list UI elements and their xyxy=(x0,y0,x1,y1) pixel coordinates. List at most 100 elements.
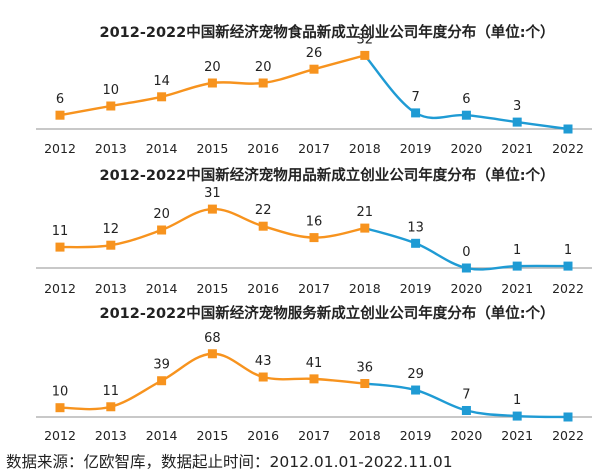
data-label: 13 xyxy=(407,220,424,235)
data-label: 6 xyxy=(462,92,470,107)
data-point xyxy=(55,403,65,413)
x-tick-label: 2016 xyxy=(247,141,279,156)
chart-panel-1: 2012-2022中国新经济宠物食品新成立创业公司年度分布（单位:个） 6 2012… xyxy=(36,23,592,156)
x-tick-label: 2020 xyxy=(450,141,482,156)
data-point xyxy=(157,225,167,235)
x-tick-label: 2015 xyxy=(196,281,228,296)
data-point xyxy=(309,64,319,74)
data-label: 20 xyxy=(153,207,170,222)
data-label: 26 xyxy=(306,46,323,61)
data-point xyxy=(360,223,370,233)
data-label: 0 xyxy=(462,245,470,260)
data-point xyxy=(55,110,65,120)
data-point xyxy=(157,376,167,386)
data-point xyxy=(258,221,268,231)
x-tick-label: 2019 xyxy=(400,281,432,296)
data-label: 43 xyxy=(255,354,272,369)
data-point xyxy=(106,402,116,412)
x-tick-label: 2020 xyxy=(450,281,482,296)
x-tick-label: 2021 xyxy=(501,428,533,443)
data-point xyxy=(207,204,217,214)
data-label: 39 xyxy=(153,358,170,373)
x-tick-label: 2020 xyxy=(450,428,482,443)
data-point xyxy=(512,117,522,127)
data-point xyxy=(461,263,471,273)
data-label: 21 xyxy=(357,205,374,220)
data-point xyxy=(106,240,116,250)
data-point xyxy=(411,108,421,118)
data-label: 11 xyxy=(103,384,120,399)
chart-title: 2012-2022中国新经济宠物食品新成立创业公司年度分布（单位:个） xyxy=(99,23,554,41)
data-label: 41 xyxy=(306,356,323,371)
data-label: 68 xyxy=(204,331,221,346)
data-label: 7 xyxy=(411,90,419,105)
data-point xyxy=(207,78,217,88)
data-point xyxy=(207,349,217,359)
data-point xyxy=(461,110,471,120)
data-point xyxy=(563,124,573,134)
x-tick-label: 2017 xyxy=(298,281,330,296)
x-tick-label: 2022 xyxy=(552,428,584,443)
x-tick-label: 2014 xyxy=(146,141,178,156)
data-point xyxy=(258,372,268,382)
chart-panel-3: 2012-2022中国新经济宠物服务新成立创业公司年度分布（单位:个） 10 201… xyxy=(36,304,592,443)
data-point xyxy=(512,261,522,271)
data-label: 1 xyxy=(564,243,572,258)
data-label: 36 xyxy=(357,361,374,376)
data-point xyxy=(411,385,421,395)
x-tick-label: 2014 xyxy=(146,281,178,296)
x-tick-label: 2018 xyxy=(349,281,381,296)
chart-panel-2: 2012-2022中国新经济宠物用品新成立创业公司年度分布（单位:个）11201… xyxy=(36,166,592,296)
data-label: 16 xyxy=(306,215,323,230)
data-point xyxy=(157,92,167,102)
x-tick-label: 2012 xyxy=(44,141,76,156)
data-label: 6 xyxy=(56,92,64,107)
x-tick-label: 2016 xyxy=(247,281,279,296)
x-tick-label: 2012 xyxy=(44,281,76,296)
x-tick-label: 2013 xyxy=(95,428,127,443)
x-tick-label: 2018 xyxy=(349,141,381,156)
x-tick-label: 2019 xyxy=(400,428,432,443)
x-tick-label: 2019 xyxy=(400,141,432,156)
chart-title: 2012-2022中国新经济宠物服务新成立创业公司年度分布（单位:个） xyxy=(99,304,554,322)
data-source-note: 数据来源：亿欧智库，数据起止时间：2012.01.01-2022.11.01 xyxy=(6,453,453,471)
data-point xyxy=(309,233,319,243)
x-tick-label: 2022 xyxy=(552,141,584,156)
data-label: 14 xyxy=(153,74,170,89)
data-point xyxy=(360,379,370,389)
x-tick-label: 2021 xyxy=(501,141,533,156)
data-label: 32 xyxy=(357,32,374,47)
data-point xyxy=(106,101,116,111)
data-point xyxy=(563,412,573,422)
x-tick-label: 2014 xyxy=(146,428,178,443)
x-tick-label: 2013 xyxy=(95,141,127,156)
data-point xyxy=(360,50,370,60)
x-tick-label: 2018 xyxy=(349,428,381,443)
data-label: 10 xyxy=(103,83,120,98)
data-point xyxy=(563,261,573,271)
data-point xyxy=(258,78,268,88)
data-point xyxy=(461,405,471,415)
data-point xyxy=(512,411,522,421)
data-label: 12 xyxy=(103,222,120,237)
x-tick-label: 2017 xyxy=(298,141,330,156)
data-label: 1 xyxy=(513,393,521,408)
data-label: 20 xyxy=(204,60,221,75)
x-tick-label: 2016 xyxy=(247,428,279,443)
data-label: 7 xyxy=(462,387,470,402)
x-tick-label: 2017 xyxy=(298,428,330,443)
data-label: 31 xyxy=(204,186,221,201)
data-label: 1 xyxy=(513,243,521,258)
data-point xyxy=(309,374,319,384)
x-tick-label: 2013 xyxy=(95,281,127,296)
data-label: 29 xyxy=(407,367,424,382)
data-point xyxy=(55,242,65,252)
x-tick-label: 2015 xyxy=(196,141,228,156)
x-tick-label: 2015 xyxy=(196,428,228,443)
data-point xyxy=(411,238,421,248)
chart-title: 2012-2022中国新经济宠物用品新成立创业公司年度分布（单位:个） xyxy=(99,166,554,184)
data-label: 20 xyxy=(255,60,272,75)
x-tick-label: 2012 xyxy=(44,428,76,443)
data-label: 11 xyxy=(52,224,69,239)
